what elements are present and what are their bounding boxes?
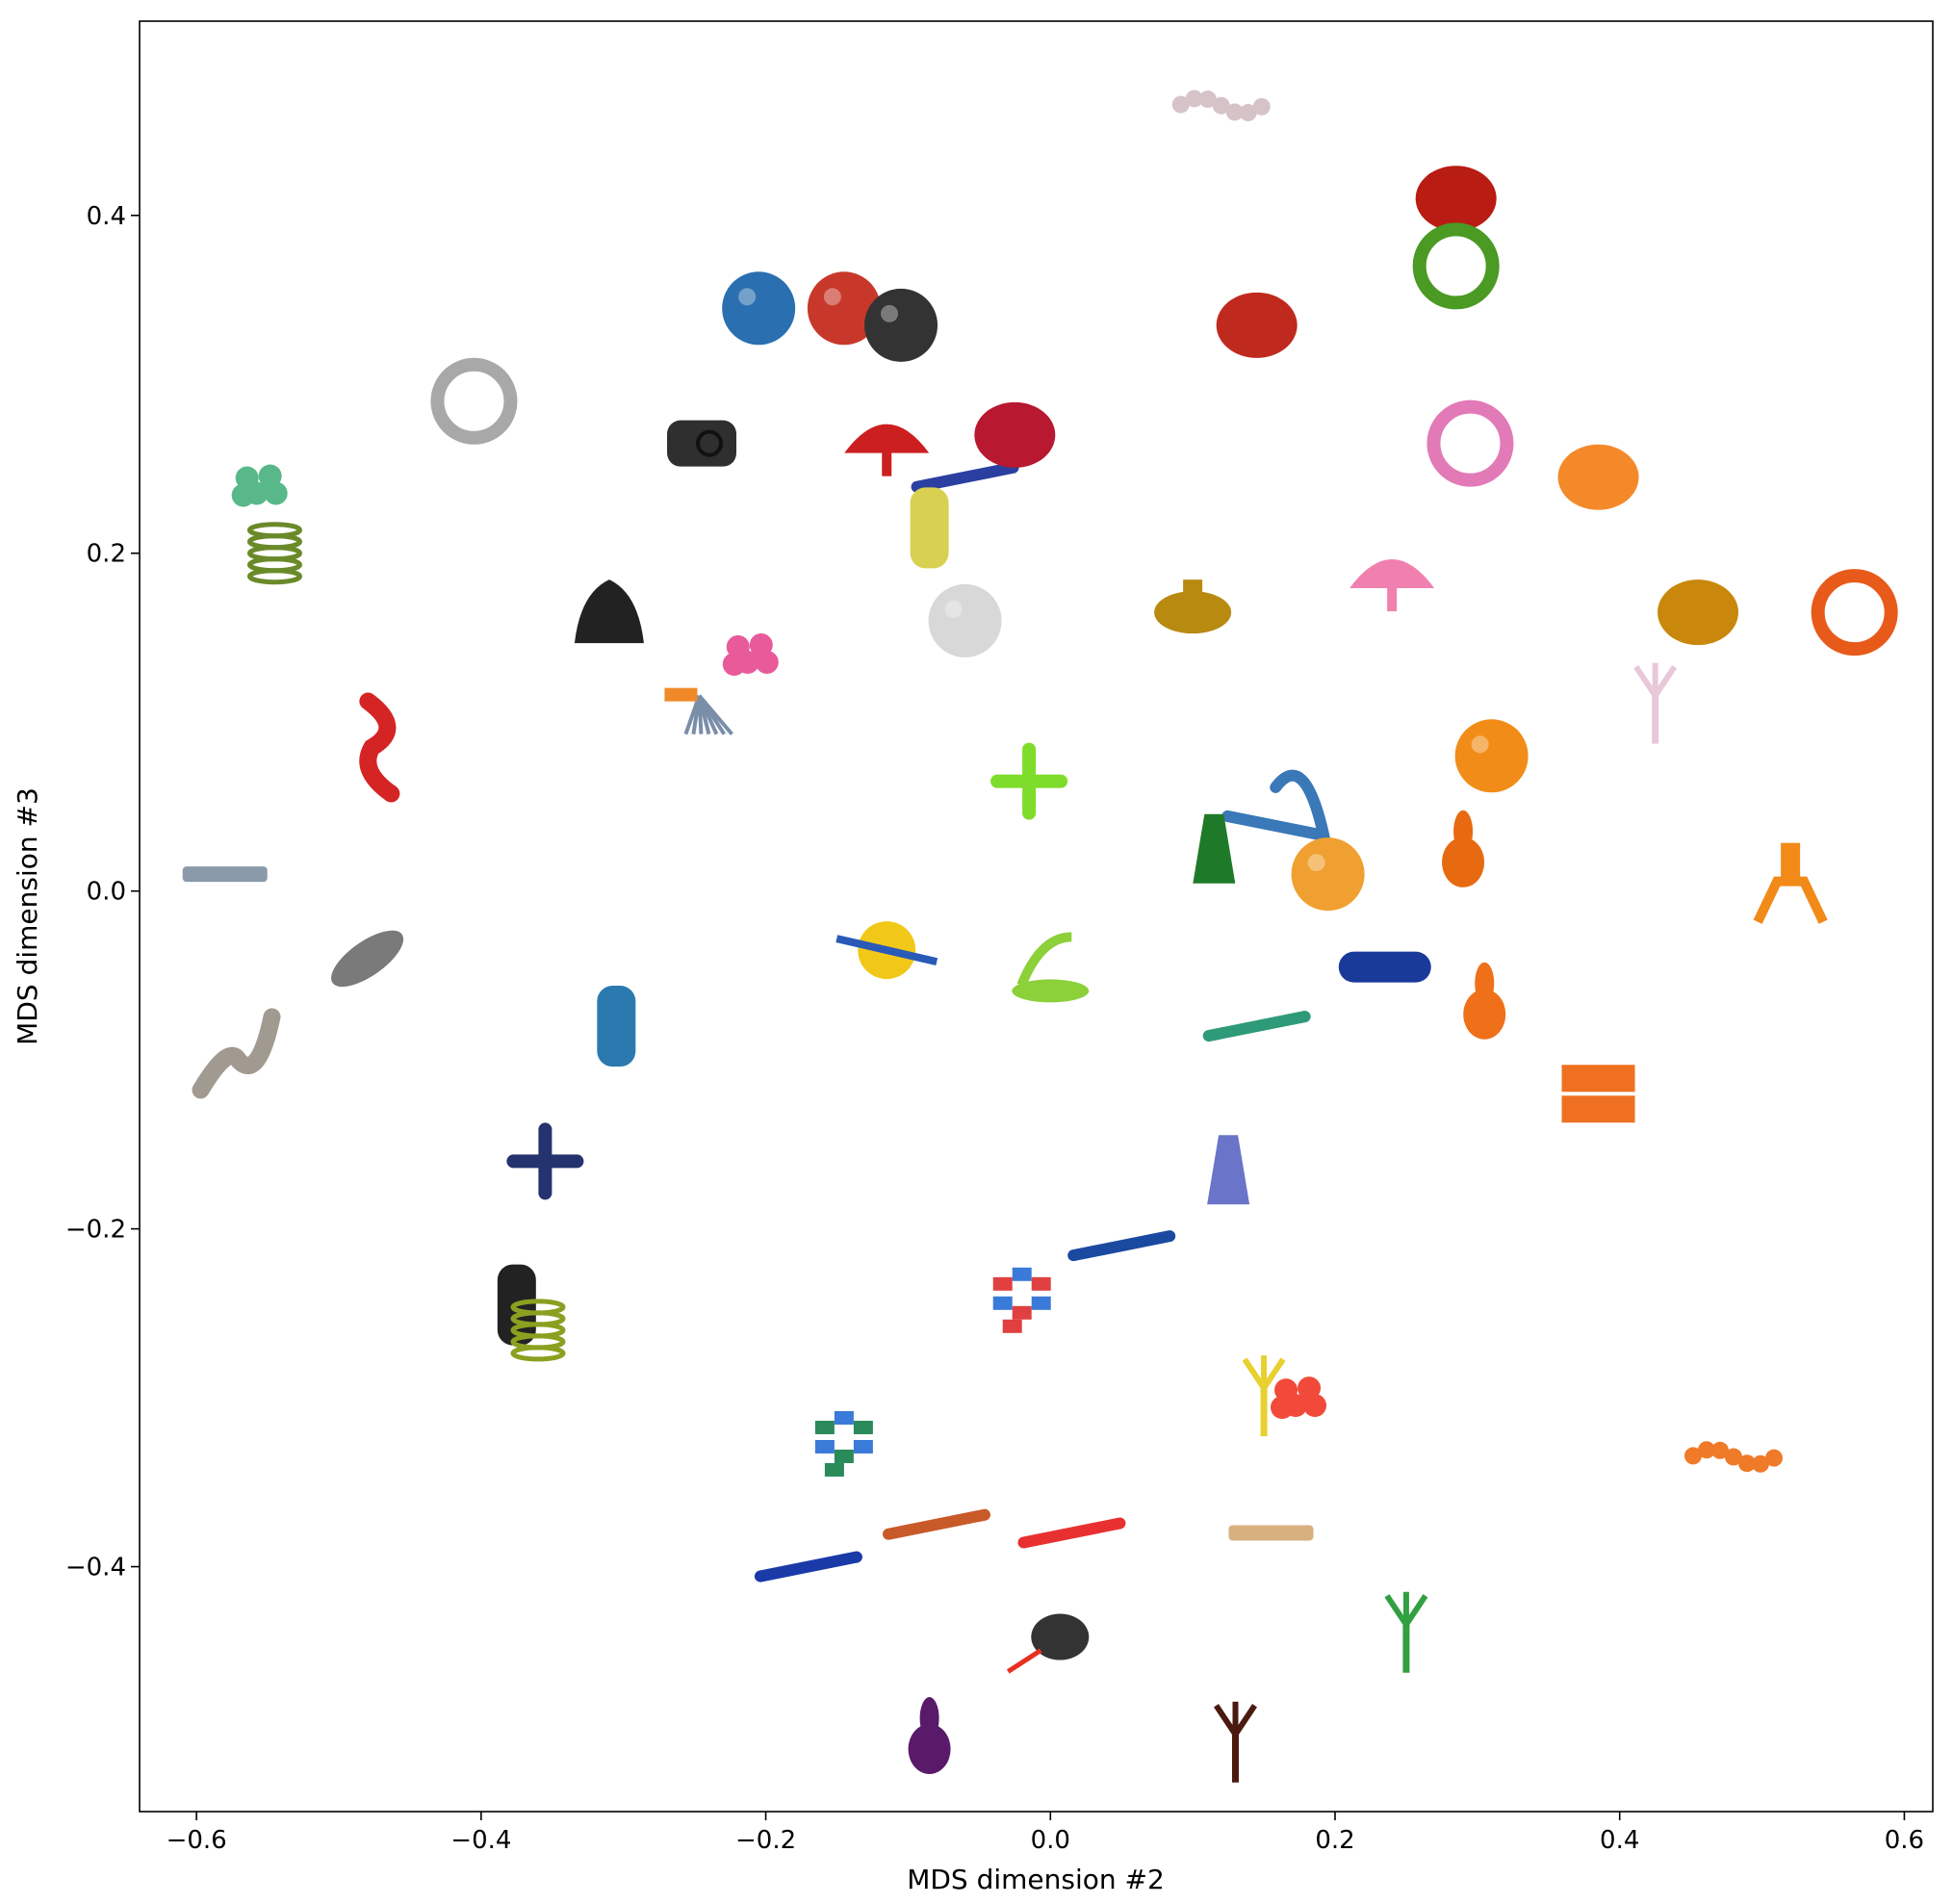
data-point-fan (844, 424, 930, 476)
y-tick-label: −0.4 (65, 1554, 126, 1582)
data-point-blob (1216, 292, 1298, 358)
data-point-cylinder (597, 986, 636, 1068)
data-point-claw (1753, 842, 1828, 924)
data-point-pot (1154, 579, 1232, 634)
plot-area-frame (139, 20, 1934, 1813)
data-point-fork (1214, 1701, 1257, 1783)
data-point-blob (1657, 579, 1739, 646)
data-point-blocks (814, 1410, 873, 1477)
data-point-ball (928, 583, 1002, 657)
y-tick-label: 0.4 (87, 202, 126, 231)
data-point-pear (908, 1697, 951, 1775)
x-tick-label: 0.2 (1315, 1826, 1354, 1855)
data-point-cross (506, 1122, 584, 1200)
data-point-mop (664, 687, 733, 735)
data-point-rod (754, 1551, 862, 1582)
data-point-blocks (992, 1267, 1051, 1333)
data-point-cluster (722, 633, 779, 677)
data-point-ball (1454, 719, 1529, 793)
data-point-fork (1384, 1591, 1428, 1673)
data-point-fork (1242, 1355, 1286, 1437)
data-point-spring (246, 522, 302, 585)
data-point-blob (1415, 166, 1497, 232)
x-tick-label: 0.6 (1885, 1826, 1924, 1855)
x-tick-label: −0.6 (167, 1826, 227, 1855)
data-point-cone (1193, 813, 1236, 884)
data-point-capsule (1338, 951, 1431, 983)
data-point-loop (1221, 769, 1332, 843)
data-point-wheel (835, 921, 938, 980)
data-points-layer (182, 90, 1898, 1783)
data-point-chain (1684, 1441, 1783, 1473)
data-point-rod (1067, 1230, 1176, 1262)
x-axis-label: MDS dimension #2 (907, 1864, 1165, 1895)
data-point-ring (430, 357, 518, 445)
data-point-rod (1017, 1517, 1126, 1549)
data-point-ball (807, 271, 881, 346)
data-point-rod (883, 1508, 990, 1540)
data-point-box (1561, 1065, 1635, 1123)
data-point-pear (1442, 810, 1485, 888)
data-point-fan (1349, 559, 1435, 612)
x-axis-ticks: −0.6 −0.4 −0.2 0.0 0.2 0.4 0.6 (167, 1812, 1924, 1855)
data-point-disc (331, 930, 404, 988)
data-point-ring (1426, 399, 1514, 487)
data-point-chain (1171, 90, 1271, 122)
data-point-strip (1228, 1525, 1314, 1541)
data-point-bell (574, 579, 644, 644)
y-tick-label: 0.2 (87, 540, 126, 569)
x-tick-label: 0.4 (1600, 1826, 1639, 1855)
data-point-cross (990, 742, 1068, 820)
data-point-shell (1012, 932, 1090, 1003)
y-axis-label: MDS dimension #3 (12, 787, 43, 1045)
data-point-ring (1412, 222, 1500, 310)
data-point-ring (1811, 569, 1898, 656)
data-point-cluster (231, 464, 288, 507)
y-tick-label: −0.2 (65, 1216, 126, 1245)
data-point-bulb (1006, 1613, 1090, 1674)
data-point-fork (1633, 662, 1678, 744)
data-point-pear (1463, 962, 1506, 1040)
data-point-rod (1202, 1011, 1311, 1042)
data-point-wave (192, 1008, 281, 1099)
data-point-cylinder (910, 487, 949, 569)
data-point-ball (722, 271, 796, 346)
data-point-ball (864, 288, 938, 362)
x-tick-label: −0.2 (735, 1826, 796, 1855)
y-tick-label: 0.0 (87, 878, 126, 907)
data-point-blob (974, 401, 1056, 468)
data-point-ball (1291, 837, 1365, 912)
x-tick-label: 0.0 (1031, 1826, 1070, 1855)
data-point-spring (510, 1299, 566, 1362)
data-point-cube (667, 420, 737, 467)
x-tick-label: −0.4 (450, 1826, 511, 1855)
data-point-rod (911, 461, 1019, 493)
data-point-twist (359, 692, 400, 803)
data-point-cluster (1271, 1377, 1327, 1420)
data-point-strip (182, 866, 268, 883)
data-point-cone (1207, 1135, 1250, 1205)
data-point-blob (1557, 444, 1639, 510)
y-axis-ticks: −0.4 −0.2 0.0 0.2 0.4 (65, 202, 140, 1582)
